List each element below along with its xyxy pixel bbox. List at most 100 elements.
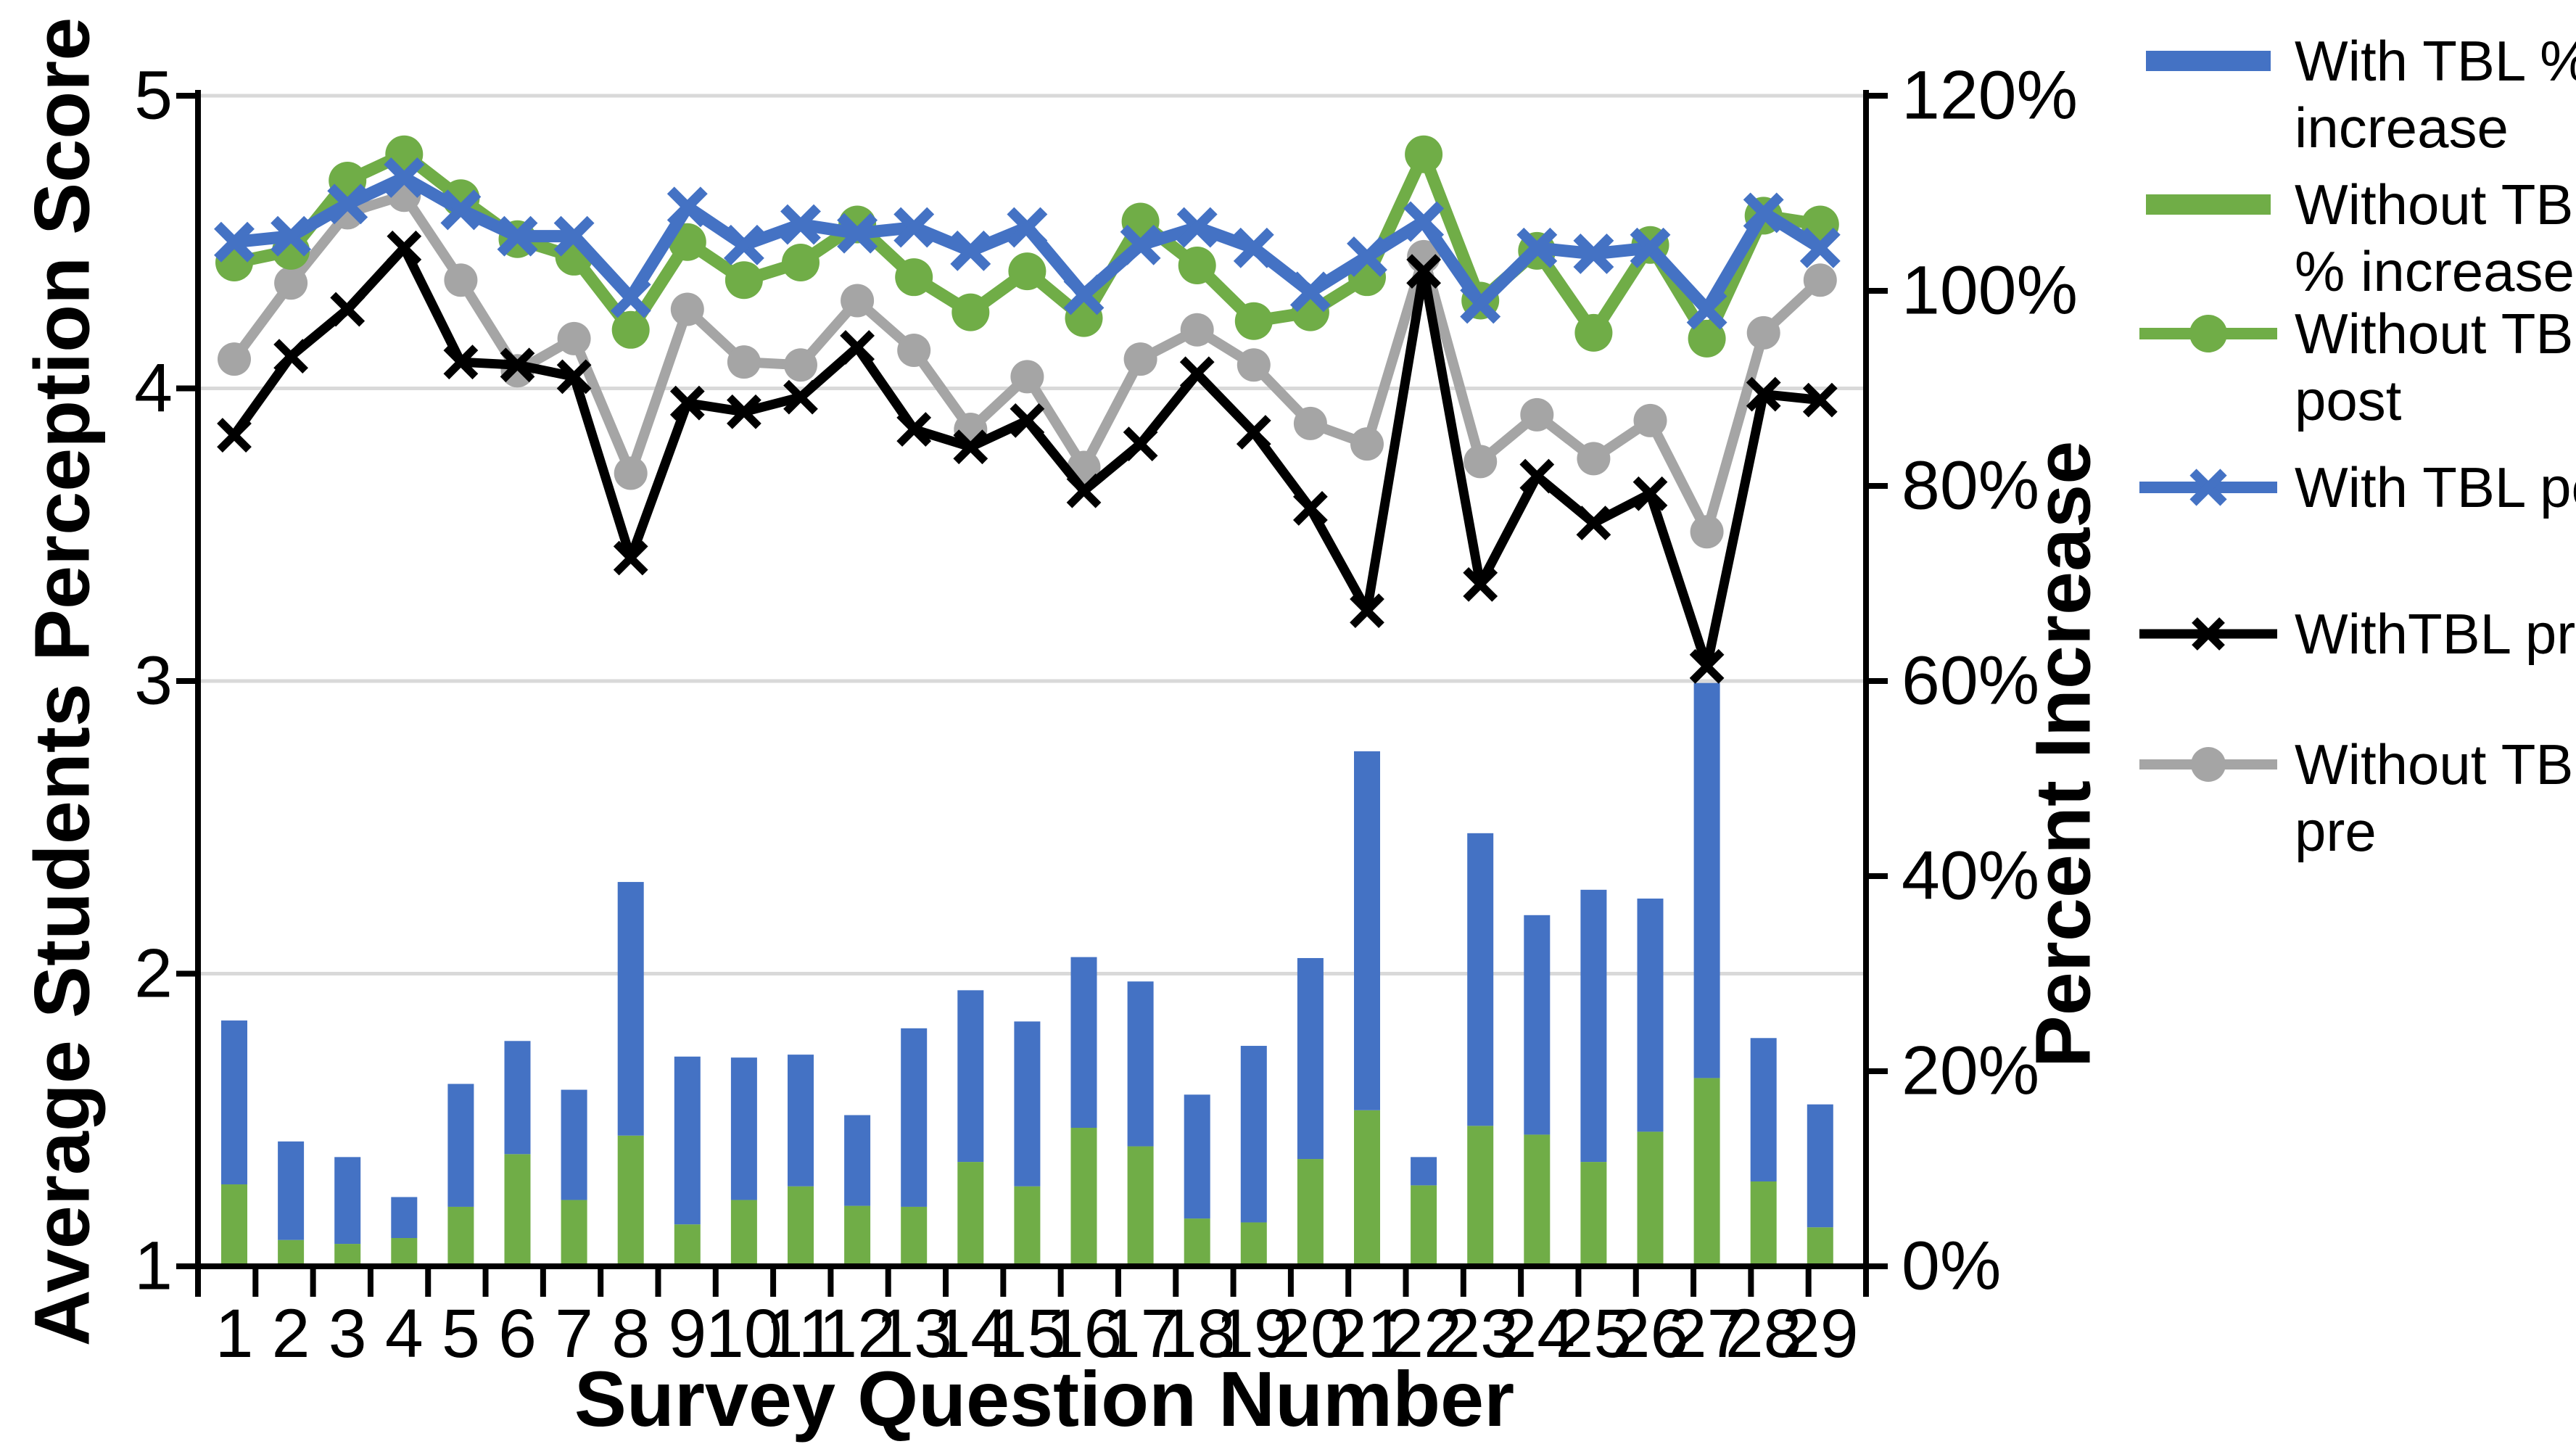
bar-without-tbl-pct [1637, 1131, 1664, 1266]
bar-without-tbl-pct [1127, 1146, 1154, 1266]
x-tick-label: 21 [1329, 1295, 1405, 1372]
x-axis-title: Survey Question Number [574, 1355, 1515, 1443]
x-tick-label: 8 [611, 1295, 651, 1372]
x-marker [783, 379, 818, 415]
y-right-tick-label: 80% [1902, 447, 2040, 524]
bar-without-tbl-pct [1014, 1186, 1041, 1266]
bar-with-tbl-pct [1637, 898, 1664, 1132]
x-tick-label: 15 [988, 1295, 1066, 1372]
circle-marker [1688, 319, 1726, 358]
circle-marker [1746, 315, 1780, 350]
x-marker [1689, 648, 1725, 684]
circle-marker [444, 263, 478, 297]
circle-marker [1577, 442, 1611, 476]
x-marker [1463, 566, 1498, 602]
y-left-tick-label: 3 [134, 642, 173, 719]
bar-swatch-icon [2139, 28, 2277, 94]
circle-marker [1123, 342, 1157, 376]
bar-without-tbl-pct [617, 1135, 644, 1266]
y-right-tick-label: 60% [1902, 642, 2040, 719]
bar-with-tbl-pct [1467, 833, 1494, 1126]
bar-with-tbl-pct [1014, 1021, 1041, 1187]
line-circle-swatch-icon [2139, 300, 2277, 367]
bar-with-tbl-pct [1297, 957, 1324, 1160]
bar-with-tbl-pct [957, 990, 984, 1163]
x-marker [1120, 224, 1161, 265]
x-marker [1063, 274, 1105, 315]
x-marker [953, 429, 988, 465]
y-right-tick-label: 20% [1902, 1032, 2040, 1110]
x-marker [1743, 192, 1784, 234]
x-marker [840, 330, 875, 365]
bar-without-tbl-pct [447, 1206, 474, 1266]
x-marker [1350, 593, 1384, 629]
bar-with-tbl-pct [334, 1157, 361, 1245]
x-tick-label: 28 [1725, 1295, 1802, 1372]
x-tick-label: 13 [875, 1295, 953, 1372]
x-marker [893, 207, 935, 248]
bar-with-tbl-pct [844, 1115, 871, 1206]
x-marker [1123, 426, 1158, 462]
circle-marker [1237, 348, 1271, 382]
bar-with-tbl-pct [1693, 682, 1720, 1078]
x-tick-label: 27 [1668, 1295, 1746, 1372]
y-right-axis-title: Percent Increase [2018, 440, 2107, 1068]
x-tick-label: 6 [498, 1295, 537, 1372]
bar-with-tbl-pct [447, 1084, 474, 1207]
x-marker [1519, 458, 1555, 494]
x-marker [1289, 271, 1331, 313]
bar-without-tbl-pct [1240, 1222, 1267, 1266]
x-marker [1406, 254, 1441, 289]
x-marker [1460, 283, 1501, 324]
bar-with-tbl-pct [674, 1056, 701, 1225]
x-marker [1576, 506, 1611, 540]
x-tick-label: 7 [555, 1295, 594, 1372]
legend-item-label: Without TBL % increase [2295, 173, 2576, 303]
legend-item-label: With TBL post [2295, 455, 2576, 519]
y-right-tick-label: 120% [1902, 57, 2078, 134]
x-marker [1802, 382, 1838, 418]
x-tick-label: 16 [1045, 1295, 1123, 1372]
y-left-tick-label: 1 [134, 1227, 173, 1305]
legend-item-without-tbl-pre: Without TBL pre [2139, 731, 2576, 865]
x-marker [666, 186, 708, 228]
bar-without-tbl-pct [1411, 1185, 1437, 1266]
x-tick-label: 25 [1555, 1295, 1632, 1372]
x-marker [214, 221, 255, 263]
bar-with-tbl-pct [730, 1057, 757, 1200]
circle-marker [1520, 397, 1554, 432]
x-tick-label: 14 [932, 1295, 1010, 1372]
x-marker [327, 183, 368, 225]
x-marker [497, 215, 538, 257]
line-circle-swatch-icon [2139, 731, 2277, 798]
x-tick-label: 9 [668, 1295, 707, 1372]
circle-marker [784, 348, 817, 382]
circle-marker [841, 284, 875, 318]
bar-with-tbl-pct [391, 1197, 418, 1238]
y-left-tick-label: 5 [134, 57, 173, 134]
bar-with-tbl-pct [561, 1089, 587, 1200]
bar-with-tbl-pct [1127, 981, 1154, 1147]
circle-marker [611, 310, 650, 349]
bar-without-tbl-pct [561, 1200, 587, 1266]
x-marker [610, 277, 651, 318]
x-marker [727, 394, 761, 429]
x-marker [1403, 201, 1445, 242]
legend-item-with-tbl-post: With TBL post [2139, 454, 2576, 521]
bar-with-tbl-pct [901, 1028, 928, 1207]
circle-marker [1008, 252, 1046, 291]
circle-marker [557, 321, 591, 355]
y-right-tick-label: 100% [1902, 252, 2078, 329]
x-tick-label: 2 [271, 1295, 310, 1372]
x-marker [500, 347, 535, 383]
circle-marker [1180, 313, 1214, 347]
x-tick-label: 5 [441, 1295, 480, 1372]
x-marker [1176, 207, 1218, 248]
bar-with-tbl-pct [1411, 1157, 1437, 1186]
bar-without-tbl-pct [1807, 1227, 1833, 1266]
circle-marker [1234, 302, 1273, 340]
bar-with-tbl-pct [1750, 1038, 1777, 1181]
bar-without-tbl-pct [334, 1244, 361, 1266]
bar-with-tbl-pct [1807, 1104, 1833, 1228]
